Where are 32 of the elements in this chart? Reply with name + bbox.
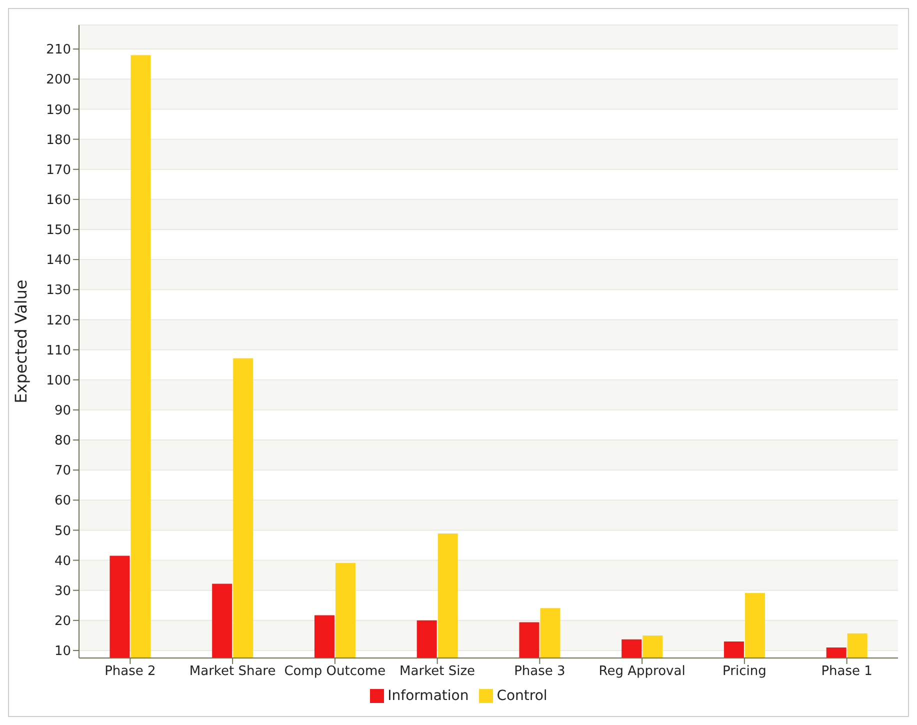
x-tick-label: Comp Outcome xyxy=(284,664,386,680)
y-tick-label: 50 xyxy=(54,524,71,539)
y-tick-label: 40 xyxy=(54,554,71,569)
y-tick-label: 30 xyxy=(54,584,71,599)
y-tick-label: 120 xyxy=(46,313,71,328)
y-tick-label: 180 xyxy=(46,132,71,148)
x-tick-label: Phase 2 xyxy=(104,664,156,680)
y-tick-label: 100 xyxy=(46,373,71,388)
y-tick-label: 10 xyxy=(54,644,71,660)
legend-label: Control xyxy=(496,688,548,704)
x-tick-label: Reg Approval xyxy=(598,664,686,680)
y-tick-label: 70 xyxy=(54,464,71,479)
y-tick-label: 210 xyxy=(46,42,71,58)
y-tick-label: 110 xyxy=(46,343,71,358)
y-tick-label: 190 xyxy=(46,102,71,118)
legend-label: Information xyxy=(388,688,469,704)
y-tick-label: 60 xyxy=(54,494,71,509)
y-tick-label: 130 xyxy=(46,283,71,298)
x-tick-label: Market Share xyxy=(189,664,276,680)
y-tick-label: 140 xyxy=(46,253,71,268)
x-tick-label: Market Size xyxy=(400,664,476,680)
y-tick-label: 200 xyxy=(46,72,71,88)
y-tick-label: 170 xyxy=(46,162,71,178)
y-tick-label: 90 xyxy=(54,404,71,419)
x-tick-label: Pricing xyxy=(722,664,766,680)
y-axis-title: Expected Value xyxy=(12,280,31,404)
y-tick-label: 160 xyxy=(46,193,71,208)
y-tick-label: 20 xyxy=(54,614,71,630)
x-tick-label: Phase 1 xyxy=(821,664,872,680)
y-tick-label: 80 xyxy=(54,434,71,449)
y-tick-label: 150 xyxy=(46,223,71,238)
x-tick-label: Phase 3 xyxy=(514,664,566,680)
